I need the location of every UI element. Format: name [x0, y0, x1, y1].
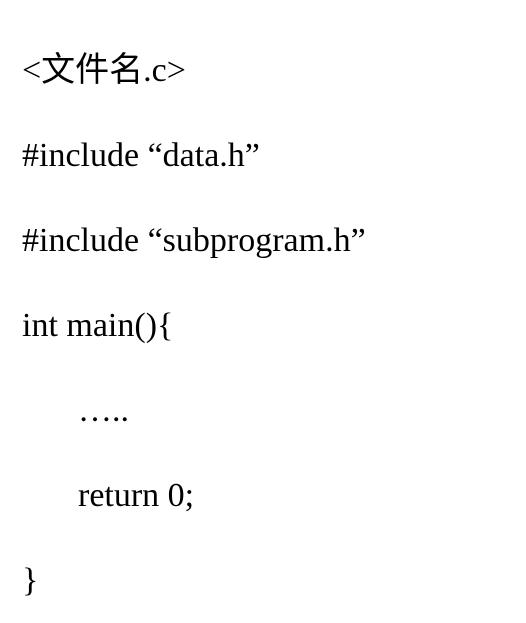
code-line-include-data: #include “data.h”: [22, 113, 504, 198]
code-line-ellipsis: …..: [22, 368, 504, 453]
code-line-main-close: }: [22, 538, 504, 623]
code-block: <文件名.c> #include “data.h” #include “subp…: [22, 28, 504, 623]
code-line-main-open: int main(){: [22, 283, 504, 368]
code-line-filename: <文件名.c>: [22, 28, 504, 113]
code-line-return: return 0;: [22, 453, 504, 538]
code-line-include-subprogram: #include “subprogram.h”: [22, 198, 504, 283]
